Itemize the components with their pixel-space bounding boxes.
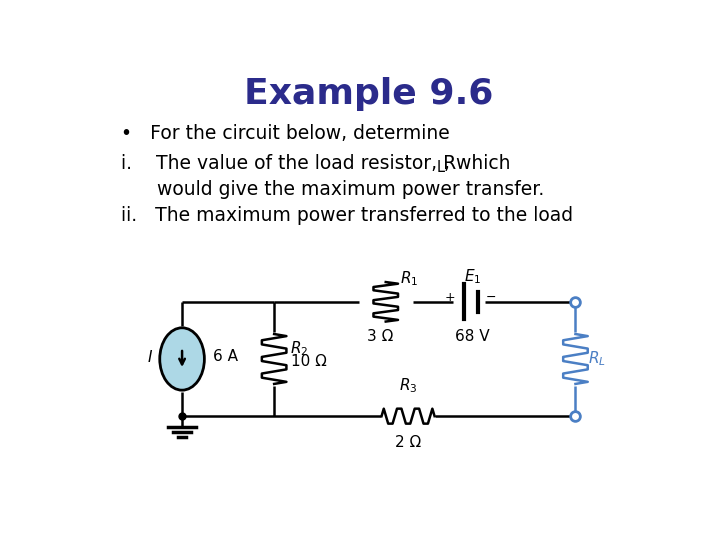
Text: Example 9.6: Example 9.6 xyxy=(244,77,494,111)
Text: 2 Ω: 2 Ω xyxy=(395,435,421,450)
Text: $R_3$: $R_3$ xyxy=(399,377,418,395)
Text: $R_2$: $R_2$ xyxy=(289,339,308,358)
Text: , which: , which xyxy=(444,154,510,173)
Text: $E_1$: $E_1$ xyxy=(464,267,481,286)
Text: ii.   The maximum power transferred to the load: ii. The maximum power transferred to the… xyxy=(121,206,573,225)
Text: L: L xyxy=(437,160,445,174)
Text: 6 A: 6 A xyxy=(213,349,238,364)
Ellipse shape xyxy=(160,328,204,390)
Text: 68 V: 68 V xyxy=(455,329,490,344)
Text: −: − xyxy=(485,291,496,304)
Text: 10 Ω: 10 Ω xyxy=(291,354,327,369)
Text: •   For the circuit below, determine: • For the circuit below, determine xyxy=(121,124,449,143)
Text: $R_L$: $R_L$ xyxy=(588,349,606,368)
Text: $I$: $I$ xyxy=(147,349,153,365)
Text: $R_1$: $R_1$ xyxy=(400,269,418,288)
Text: would give the maximum power transfer.: would give the maximum power transfer. xyxy=(121,180,544,199)
Text: i.    The value of the load resistor, R: i. The value of the load resistor, R xyxy=(121,154,456,173)
Text: 3 Ω: 3 Ω xyxy=(367,329,393,344)
Text: +: + xyxy=(444,291,455,304)
